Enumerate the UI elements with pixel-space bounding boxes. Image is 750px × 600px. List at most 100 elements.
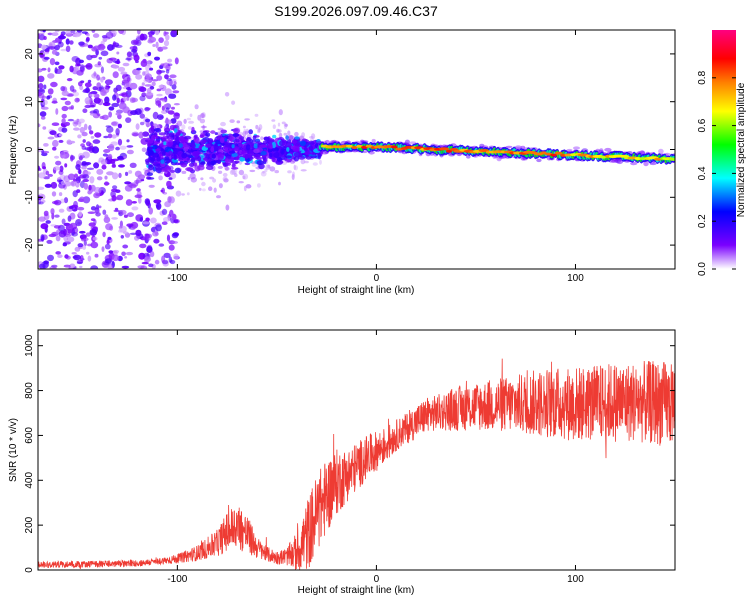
spectrogram-cell [65,38,70,45]
spectrogram-cell [108,111,112,118]
spectrogram-cell [54,30,60,33]
spectrogram-cell [70,30,76,34]
spectrogram-cell [92,139,101,144]
spectrogram-cell [174,57,179,65]
spectrogram-cell [181,124,186,130]
spectrogram-cell [115,146,120,151]
spectrogram-cell [118,225,123,229]
spectrogram-cell [284,142,293,149]
spectrogram-cell [199,139,207,145]
spectrogram-cell [118,102,127,110]
spectrogram-cell [118,229,123,233]
spectrogram-cell [161,187,166,194]
spectrogram-cell [630,161,638,166]
spectrogram-cell [93,71,97,77]
spectrogram-cell [73,254,81,261]
spectrogram-cell [145,92,154,96]
spectrogram-cell [167,63,173,66]
spectrogram-cell [185,167,193,172]
colorbar-tick-label: 0.8 [697,70,708,84]
spectrogram-cell [305,154,309,158]
spectrogram-cell [151,81,156,87]
spectrogram-cell [308,145,313,151]
spectrogram-cell [50,208,55,215]
spectrogram-cell [158,84,164,89]
spectrogram-cell [238,181,244,184]
spectrogram-cell [284,123,289,127]
spectrogram-cell [172,232,180,237]
spectrogram-cell [224,158,230,163]
spectrogram-cell [224,166,230,171]
spectrogram-cell [106,171,114,176]
spectrogram-cell [156,93,163,97]
spectrogram-cell [53,166,61,171]
spectrogram-cell [55,160,62,166]
spectrogram-cell [167,110,175,115]
spectrogram-cell [85,38,90,43]
spectrogram-cell [293,164,296,170]
spectrogram-cell [118,172,122,178]
spectrogram-cell [100,89,106,96]
spectrogram-cell [263,136,270,141]
spectrogram-cell [134,194,143,199]
spectrogram-cell [108,250,114,254]
spectrogram-cell [173,128,178,134]
spectrogram-cell [166,78,172,81]
spectrogram-cell [38,165,41,171]
spectrogram-cell [189,113,193,118]
spectrogram-cell [51,191,57,197]
spectrogram-cell [75,180,80,188]
spectrogram-cell [115,189,121,193]
spectrogram-cell [103,216,111,224]
spectrogram-cell [122,244,129,249]
spectrogram-cell [155,30,160,36]
spectrogram-cell [160,159,165,164]
spectrogram-cell [217,127,224,131]
spectrogram-cell [278,181,281,186]
spectrogram-cell [83,183,89,190]
spectrogram-cell [126,149,134,155]
spectrogram-cell [83,239,87,247]
spectrogram-cell [123,156,127,159]
spectrogram-cell [550,153,557,157]
spectrogram-cell [58,139,64,143]
spectrogram-cell [164,88,172,96]
spectrogram-cell [102,153,108,157]
spectrogram-cell [93,45,101,51]
spectrogram-cell [141,147,147,153]
spectrogram-cell [277,129,282,133]
spectrogram-cell [197,114,202,121]
spectrogram-cell [105,125,112,128]
spectrogram-cell [224,147,229,154]
spectrogram-cell [222,172,228,177]
spectrogram-cell [54,61,60,66]
spectrogram-cell [88,222,96,227]
spectrogram-cell [117,66,126,72]
spectrogram-cell [161,255,166,263]
spectrogram-cell [142,71,146,76]
spectrogram-cell [243,129,247,132]
spectrogram-cell [55,108,59,115]
spectrogram-cell [66,78,73,82]
spectrogram-cell [248,129,253,135]
spectrogram-cell [63,222,71,227]
spectrogram-cell [163,252,171,259]
spectrogram-cell [634,157,642,161]
spectrogram-cell [42,126,47,130]
spectrogram-cell [147,51,152,57]
spectrogram-cell [91,30,96,33]
spectrogram-cell [162,217,171,222]
spectrogram-cell [39,111,47,117]
spectrogram-cell [90,206,97,211]
spectrogram-cell [466,155,471,159]
spectrogram-cell [229,135,234,143]
spectrogram-cell [86,167,95,170]
spectrogram-cell [60,97,68,101]
spectrogram-cell [103,135,109,139]
spectrogram-cell [107,133,113,139]
spectrogram-cell [82,244,87,250]
spectrogram-cell [146,60,151,67]
spectrogram-cell [257,127,261,133]
spectrogram-cell [79,85,84,91]
spectrogram-cell [93,93,100,99]
